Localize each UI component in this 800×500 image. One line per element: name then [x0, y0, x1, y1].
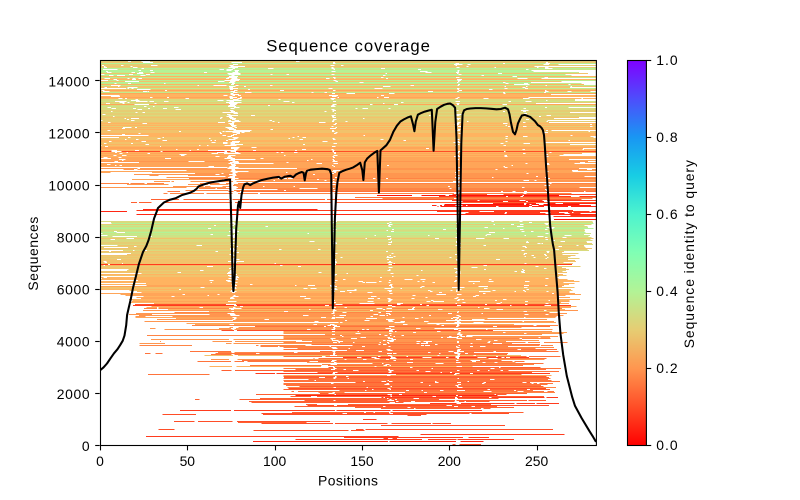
svg-text:250: 250 — [525, 453, 548, 469]
svg-text:0.2: 0.2 — [656, 360, 678, 376]
svg-text:0: 0 — [96, 453, 104, 469]
svg-text:0.6: 0.6 — [656, 206, 678, 222]
svg-text:0.8: 0.8 — [656, 129, 678, 145]
svg-text:100: 100 — [263, 453, 286, 469]
svg-text:50: 50 — [180, 453, 196, 469]
svg-text:0: 0 — [82, 438, 90, 454]
svg-text:Sequence coverage: Sequence coverage — [266, 37, 431, 56]
svg-text:0.0: 0.0 — [656, 437, 678, 453]
svg-text:Positions: Positions — [318, 472, 378, 488]
svg-text:8000: 8000 — [57, 230, 91, 246]
svg-text:0.4: 0.4 — [656, 283, 678, 299]
svg-text:12000: 12000 — [48, 125, 90, 141]
svg-text:Sequence identity to query: Sequence identity to query — [681, 159, 697, 348]
svg-text:2000: 2000 — [57, 386, 91, 402]
svg-text:4000: 4000 — [57, 334, 91, 350]
svg-text:10000: 10000 — [48, 177, 90, 193]
svg-text:Sequences: Sequences — [25, 216, 41, 290]
svg-text:150: 150 — [350, 453, 373, 469]
svg-text:14000: 14000 — [48, 73, 90, 89]
svg-text:1.0: 1.0 — [656, 52, 678, 68]
svg-text:6000: 6000 — [57, 282, 91, 298]
svg-text:200: 200 — [438, 453, 461, 469]
